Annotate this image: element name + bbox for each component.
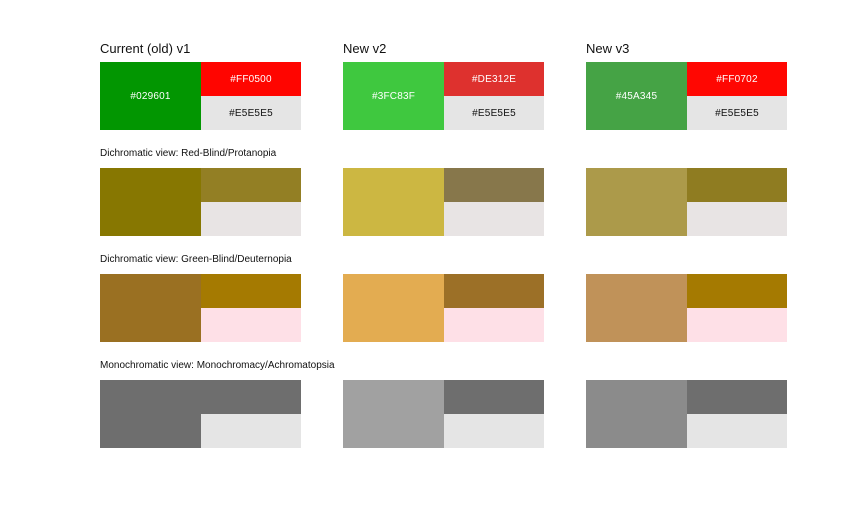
swatch-top [687,274,787,308]
hex-label: #45A345 [615,90,658,102]
header-new-v3: New v3 [586,41,630,56]
swatch-top [201,274,301,308]
swatch-top [444,274,544,308]
swatch-group-v1-original: #029601 #FF0500 #E5E5E5 [100,62,301,130]
swatch-group-v2-achromatopsia [343,380,544,448]
hex-label: #029601 [130,90,171,102]
label-deuteranopia: Dichromatic view: Green-Blind/Deuternopi… [100,254,292,265]
swatch-main: #029601 [100,62,201,130]
swatch-bottom: #E5E5E5 [201,96,301,130]
swatch-group-v3-protanopia [586,168,787,236]
swatch-top [201,380,301,414]
swatch-main [586,168,687,236]
swatch-group-v3-original: #45A345 #FF0702 #E5E5E5 [586,62,787,130]
hex-label: #E5E5E5 [715,107,759,119]
swatch-top [444,380,544,414]
swatch-top: #FF0500 [201,62,301,96]
swatch-group-v2-original: #3FC83F #DE312E #E5E5E5 [343,62,544,130]
hex-label: #E5E5E5 [229,107,273,119]
swatch-main [100,274,201,342]
swatch-top [201,168,301,202]
swatch-main [100,168,201,236]
hex-label: #FF0702 [716,73,758,85]
swatch-top: #DE312E [444,62,544,96]
swatch-bottom [201,202,301,236]
header-new-v2: New v2 [343,41,387,56]
swatch-group-v2-protanopia [343,168,544,236]
swatch-group-v2-deuteranopia [343,274,544,342]
swatch-bottom [687,308,787,342]
swatch-main [100,380,201,448]
swatch-group-v1-protanopia [100,168,301,236]
label-protanopia: Dichromatic view: Red-Blind/Protanopia [100,148,277,159]
swatch-bottom [201,308,301,342]
hex-label: #FF0500 [230,73,272,85]
swatch-main [343,274,444,342]
swatch-group-v1-achromatopsia [100,380,301,448]
swatch-bottom [444,308,544,342]
swatch-bottom [444,202,544,236]
swatch-main [343,380,444,448]
swatch-bottom: #E5E5E5 [687,96,787,130]
hex-label: #3FC83F [371,90,416,102]
swatch-bottom: #E5E5E5 [444,96,544,130]
swatch-bottom [444,414,544,448]
swatch-bottom [687,202,787,236]
swatch-main: #45A345 [586,62,687,130]
swatch-group-v3-deuteranopia [586,274,787,342]
swatch-main [586,274,687,342]
hex-label: #DE312E [471,73,517,85]
swatch-main [343,168,444,236]
swatch-main: #3FC83F [343,62,444,130]
header-current-v1: Current (old) v1 [100,41,191,56]
swatch-main [586,380,687,448]
swatch-group-v3-achromatopsia [586,380,787,448]
swatch-top [687,380,787,414]
swatch-bottom [201,414,301,448]
swatch-top [444,168,544,202]
swatch-group-v1-deuteranopia [100,274,301,342]
label-achromatopsia: Monochromatic view: Monochromacy/Achroma… [100,360,335,371]
hex-label: #E5E5E5 [472,107,516,119]
swatch-bottom [687,414,787,448]
swatch-top [687,168,787,202]
swatch-top: #FF0702 [687,62,787,96]
